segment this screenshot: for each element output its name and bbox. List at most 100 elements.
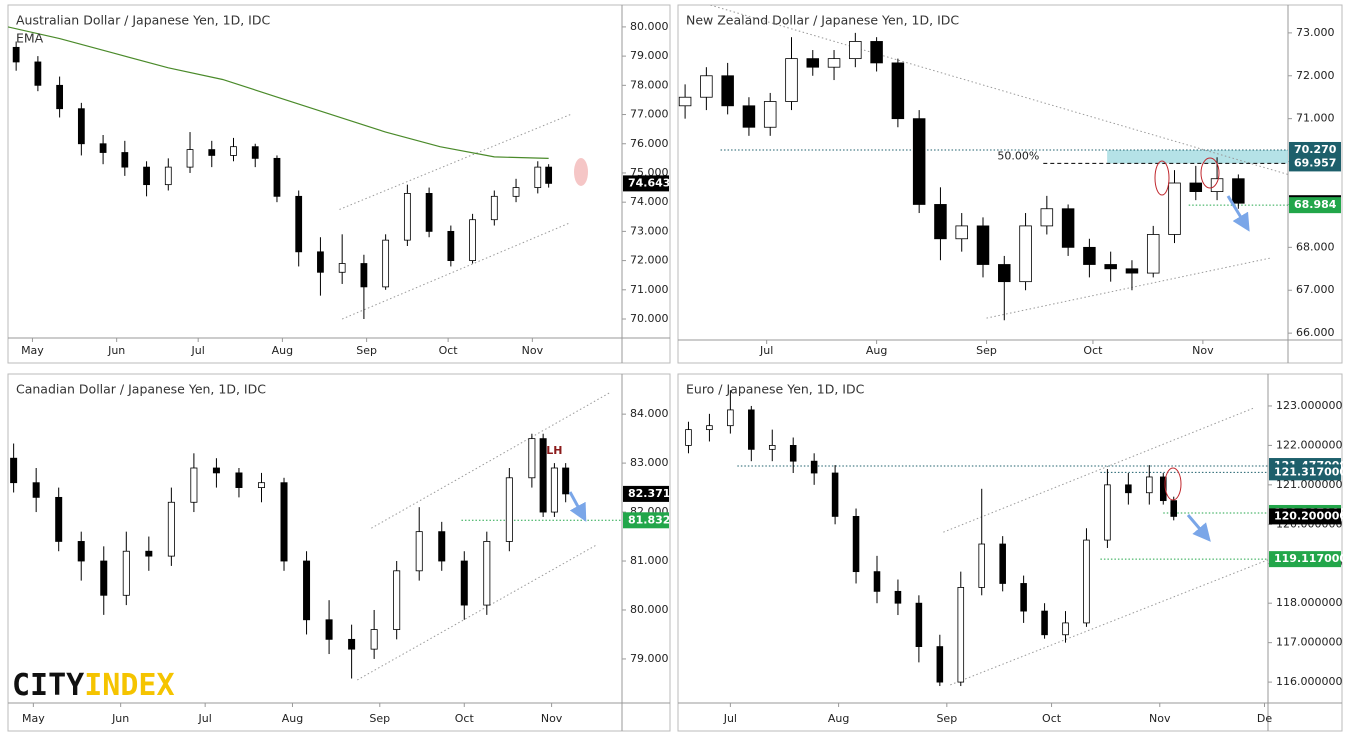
candle-body [1104,264,1117,270]
candle-body [77,541,85,562]
x-tick-label: May [21,344,44,357]
x-tick-label: Sep [976,344,997,357]
y-tick-label: 118.000000 [1276,596,1342,609]
y-tick-label: 116.000000 [1276,675,1342,688]
candle-body [1170,500,1178,517]
x-tick-label: Sep [356,344,377,357]
candle-body [873,571,881,592]
candle-body [955,225,968,240]
trendline [339,114,571,210]
y-tick-label: 84.000 [630,407,669,420]
x-tick-label: Aug [828,712,849,725]
candle-body [251,146,259,159]
candle-body [382,239,390,288]
price-label: 69.957 [1294,156,1336,169]
y-tick-label: 79.000 [630,49,669,62]
x-tick-label: De [1257,712,1272,725]
price-label-box [1289,141,1341,158]
price-label-box [1289,197,1341,214]
chart-title: Australian Dollar / Japanese Yen, 1D, ID… [16,13,270,28]
trendline [341,222,571,320]
price-label: 68.984 [1294,198,1337,211]
x-tick-label: Nov [1192,344,1214,357]
y-tick-label: 76.000 [630,137,669,150]
trendline [708,5,1288,175]
y-tick-label: 79.000 [630,652,669,665]
arrow [568,491,587,522]
x-tick-label: Aug [282,712,303,725]
chart-title: New Zealand Dollar / Japanese Yen, 1D, I… [686,13,959,28]
trendline [371,391,611,529]
price-label-box [1269,508,1341,525]
x-tick-label: Oct [1042,712,1062,725]
y-tick-label: 70.000 [630,312,669,325]
candle-body [849,41,862,60]
candle-body [393,570,401,630]
y-tick-label: 72.000 [630,254,669,267]
candle-body [700,75,713,98]
candle-body [976,225,990,265]
candle-body [934,204,947,240]
x-tick-label: Sep [369,712,390,725]
candle-body [827,58,841,68]
candle-body [415,531,423,572]
candle-body [438,531,446,562]
candle-body [190,467,198,503]
x-tick-label: Jun [111,712,129,725]
candle-body [121,152,129,168]
candle-body [545,166,553,184]
candle-body [678,96,692,107]
logo-city: CITY [12,668,84,703]
price-label: 119.117000 [1274,552,1347,565]
candle-body [1019,225,1032,283]
candle-body [1125,268,1139,274]
candle-body [460,560,468,606]
candle-body [562,467,570,495]
y-tick-label: 122.000000 [1276,438,1342,451]
candle-body [447,230,455,261]
candle-body [212,467,220,474]
candle-body [483,541,491,606]
candle-body [998,264,1011,283]
highlight [1154,160,1170,196]
ema-line [8,26,549,159]
candle-body [280,482,288,562]
candle-body [870,41,883,64]
candle-body [1040,208,1054,227]
price-label: 70.270 [1294,143,1337,156]
y-tick-label: 73.000 [630,224,669,237]
candle-body [1168,182,1181,235]
panel: 50.00%66.00067.00068.00069.00070.00071.0… [677,4,1343,364]
trendline [986,257,1271,319]
overlays: CITYINDEX [12,157,1250,703]
plot-area [685,390,1268,687]
y-tick-label: 80.000 [630,603,669,616]
candle-body [912,118,926,205]
y-tick-label: 117.000000 [1276,636,1342,649]
candle-body [915,602,923,647]
y-tick-label: 73.000 [1296,26,1335,39]
candle-body [273,157,281,197]
candle-body [706,425,713,431]
candle-body [539,438,547,513]
candle-body [768,445,776,450]
price-label-box [623,175,669,192]
trendline [950,559,1268,686]
candle-body [360,263,368,288]
candle-body [145,550,153,557]
candle-body [721,75,734,107]
y-tick-label: 77.000 [630,108,669,121]
candle-body [763,101,777,128]
x-tick-label: Jun [107,344,125,357]
candle-body [1232,178,1245,204]
y-tick-label: 78.000 [630,78,669,91]
candle-body [325,619,333,640]
x-tick-label: Aug [866,344,887,357]
candle-body [208,149,216,156]
candle-body [100,560,108,596]
candle-body [1020,583,1027,612]
candle-body [338,263,346,273]
y-tick-label: 121.000000 [1276,478,1342,491]
price-label-box [1269,464,1341,481]
panel: 70.00071.00072.00073.00074.00075.00076.0… [7,4,671,364]
